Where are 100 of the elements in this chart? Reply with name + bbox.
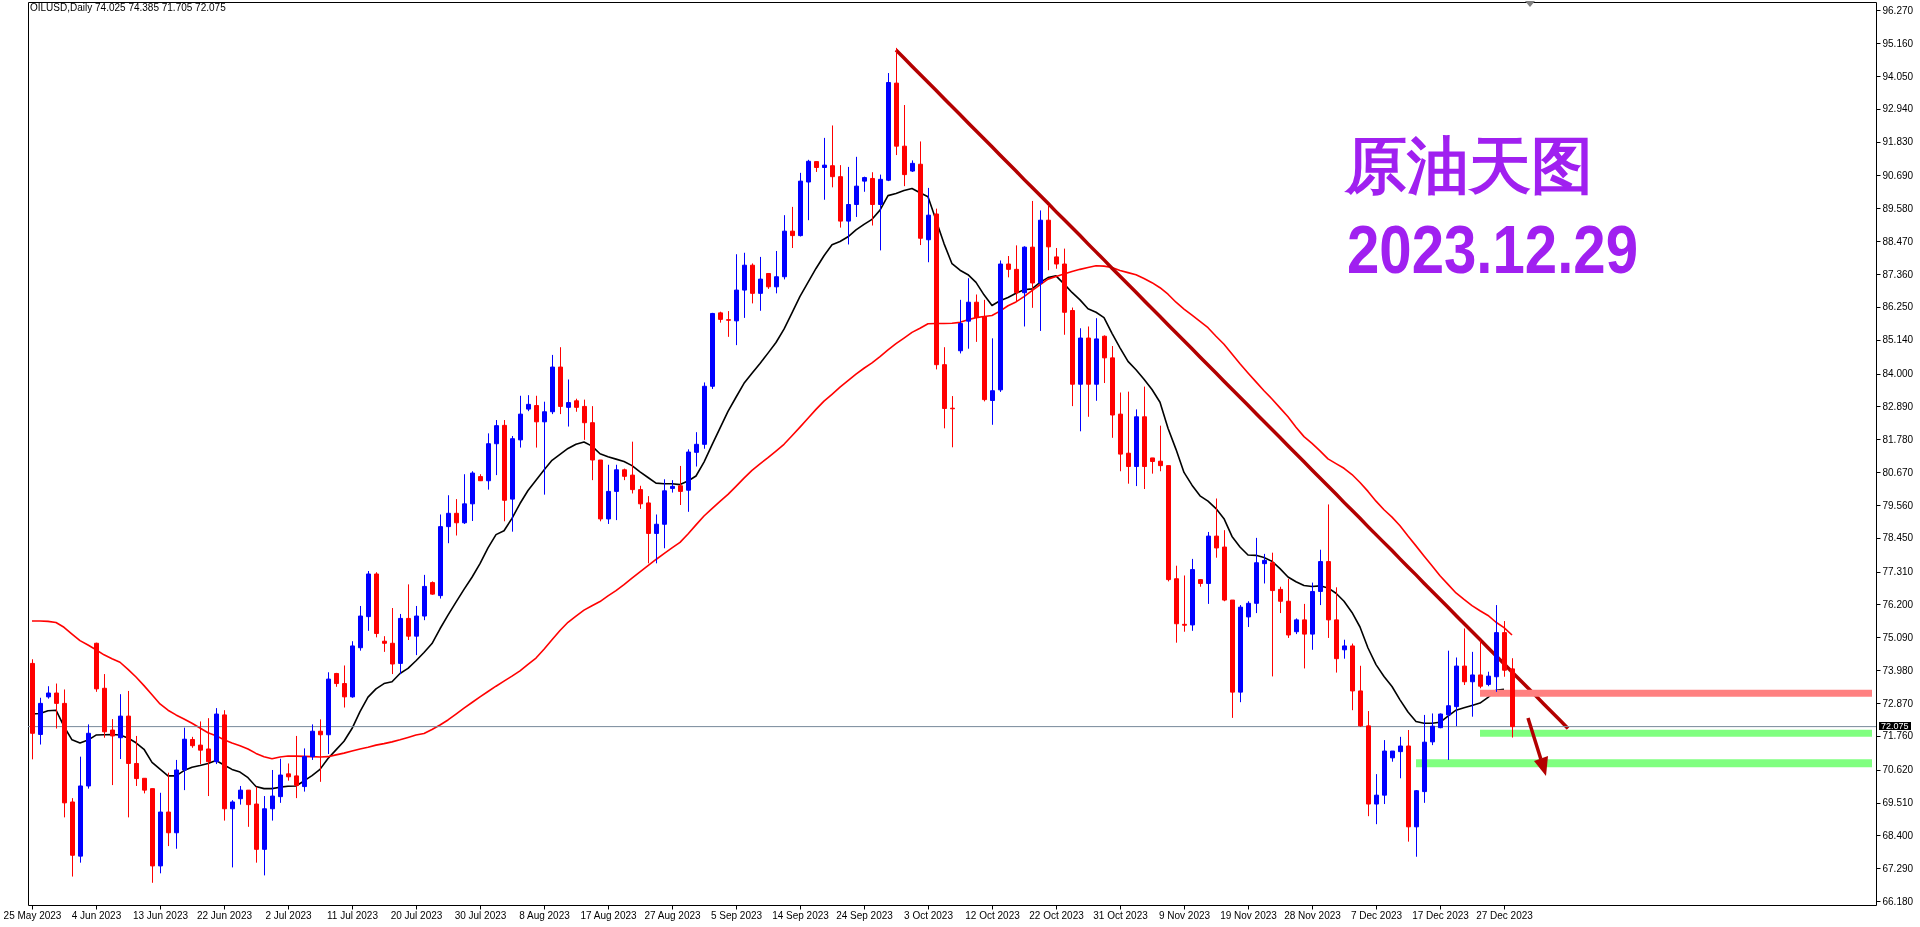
candlestick bbox=[414, 605, 419, 656]
x-tick-label: 31 Oct 2023 bbox=[1093, 909, 1149, 921]
y-tick-label: 71.760 bbox=[1882, 730, 1914, 742]
y-tick-label: 94.050 bbox=[1882, 70, 1914, 82]
y-tick-label: 66.180 bbox=[1882, 895, 1914, 907]
y-tick-label: 79.560 bbox=[1882, 499, 1914, 511]
candlestick bbox=[1398, 736, 1403, 779]
y-tick-label: 86.250 bbox=[1882, 301, 1914, 313]
y-tick-label: 78.450 bbox=[1882, 532, 1914, 544]
y-tick-label: 85.140 bbox=[1882, 334, 1914, 346]
candlestick bbox=[1246, 600, 1251, 628]
y-tick-label: 69.510 bbox=[1882, 797, 1914, 809]
x-tick-label: 2 Jul 2023 bbox=[265, 909, 313, 921]
candlestick bbox=[406, 583, 411, 641]
x-tick-label: 22 Jun 2023 bbox=[196, 909, 253, 921]
candlestick bbox=[990, 337, 995, 426]
candlestick bbox=[1342, 639, 1347, 660]
candlestick bbox=[1470, 651, 1475, 718]
y-tick-label: 73.980 bbox=[1882, 664, 1914, 676]
candlestick bbox=[534, 395, 539, 449]
text: 2023.12.29 bbox=[1347, 211, 1638, 287]
y-tick-label: 88.470 bbox=[1882, 235, 1914, 247]
x-tick-label: 22 Oct 2023 bbox=[1029, 909, 1085, 921]
x-tick-label: 4 Jun 2023 bbox=[71, 909, 122, 921]
candlestick bbox=[390, 607, 395, 675]
candlestick bbox=[854, 156, 859, 218]
candlestick bbox=[542, 401, 547, 496]
candlestick bbox=[566, 378, 571, 428]
y-tick-label: 82.890 bbox=[1882, 400, 1914, 412]
candlestick bbox=[1446, 650, 1451, 761]
candlestick bbox=[1214, 498, 1219, 559]
y-tick-label: 67.290 bbox=[1882, 862, 1914, 874]
candlestick bbox=[166, 772, 171, 847]
candlestick bbox=[54, 683, 59, 730]
candlestick bbox=[1430, 712, 1435, 746]
candlestick bbox=[342, 664, 347, 709]
y-tick-label: 80.670 bbox=[1882, 466, 1914, 478]
candlestick bbox=[1102, 334, 1107, 384]
candlestick bbox=[1462, 627, 1467, 686]
x-tick-label: 17 Dec 2023 bbox=[1412, 909, 1470, 921]
candlestick bbox=[446, 494, 451, 544]
candlestick bbox=[462, 473, 467, 525]
x-tick-label: 13 Jun 2023 bbox=[132, 909, 189, 921]
x-tick-label: 28 Nov 2023 bbox=[1284, 909, 1342, 921]
candlestick bbox=[1006, 255, 1011, 278]
candlestick bbox=[974, 294, 979, 343]
candlestick bbox=[1158, 425, 1163, 472]
candlestick bbox=[654, 513, 659, 564]
candlestick bbox=[614, 464, 619, 521]
y-tick-label: 70.620 bbox=[1882, 764, 1914, 776]
candlestick bbox=[630, 441, 635, 494]
y-tick-label: 89.580 bbox=[1882, 202, 1914, 214]
y-tick-label: 68.400 bbox=[1882, 829, 1914, 841]
x-tick-label: 12 Oct 2023 bbox=[965, 909, 1021, 921]
candlestick bbox=[118, 693, 123, 760]
x-tick-label: 7 Dec 2023 bbox=[1350, 909, 1403, 921]
candlestick bbox=[230, 799, 235, 868]
x-tick-label: 25 May 2023 bbox=[3, 909, 62, 921]
candlestick bbox=[726, 310, 731, 338]
x-tick-label: 27 Dec 2023 bbox=[1476, 909, 1534, 921]
x-tick-label: 14 Sep 2023 bbox=[772, 909, 830, 921]
annotation: OILUSD,Daily 74.025 74.385 71.705 72.075 bbox=[30, 2, 226, 13]
candlestick bbox=[806, 159, 811, 221]
x-tick-label: 24 Sep 2023 bbox=[836, 909, 894, 921]
x-tick-label: 20 Jul 2023 bbox=[390, 909, 443, 921]
y-tick-label: 90.690 bbox=[1882, 169, 1914, 181]
y-tick-label: 95.160 bbox=[1882, 37, 1914, 49]
candlestick bbox=[494, 419, 499, 476]
y-tick-label: 77.310 bbox=[1882, 566, 1914, 578]
x-tick-label: 30 Jul 2023 bbox=[454, 909, 507, 921]
candlestick bbox=[134, 735, 139, 787]
y-tick-label: 96.270 bbox=[1882, 4, 1914, 16]
candlestick bbox=[694, 431, 699, 468]
candlestick bbox=[454, 498, 459, 537]
candlestick bbox=[1478, 639, 1483, 689]
candlestick bbox=[1126, 391, 1131, 485]
y-tick-label: 81.780 bbox=[1882, 433, 1914, 445]
candlestick bbox=[1278, 586, 1283, 614]
candlestick bbox=[830, 124, 835, 188]
ref-line-label: 72.075 bbox=[1879, 721, 1911, 732]
x-tick-label: 11 Jul 2023 bbox=[327, 909, 379, 921]
y-tick-label: 72.870 bbox=[1882, 697, 1914, 709]
candlestick bbox=[790, 206, 795, 249]
candlestick bbox=[1302, 603, 1307, 669]
x-tick-label: 19 Nov 2023 bbox=[1220, 909, 1278, 921]
candlestick bbox=[278, 758, 283, 804]
candlestick bbox=[774, 250, 779, 294]
candlestick bbox=[238, 785, 243, 806]
x-tick-label: 5 Sep 2023 bbox=[710, 909, 763, 921]
candlestick bbox=[246, 789, 251, 828]
candlestick bbox=[846, 166, 851, 245]
candlestick bbox=[1054, 247, 1059, 270]
y-tick-label: 87.360 bbox=[1882, 268, 1914, 280]
y-tick-label: 75.090 bbox=[1882, 631, 1914, 643]
candlestick bbox=[582, 399, 587, 441]
candlestick bbox=[1374, 773, 1379, 825]
y-tick-label: 91.830 bbox=[1882, 136, 1914, 148]
candlestick bbox=[758, 256, 763, 312]
candlestick bbox=[966, 277, 971, 350]
x-tick-label: 9 Nov 2023 bbox=[1158, 909, 1211, 921]
